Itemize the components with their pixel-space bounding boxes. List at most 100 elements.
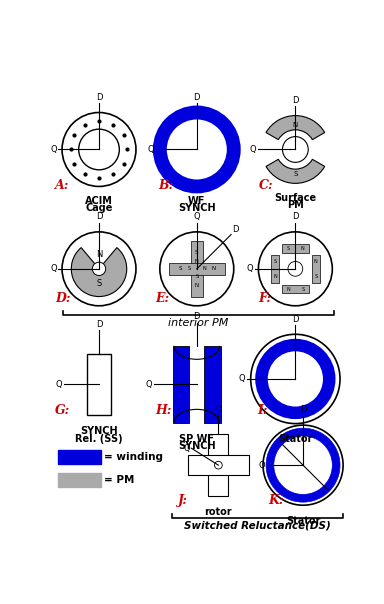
Text: N: N [293, 122, 298, 128]
Circle shape [93, 262, 106, 275]
Text: D: D [292, 212, 299, 221]
Text: N: N [195, 283, 199, 288]
Text: PM: PM [287, 201, 304, 210]
FancyBboxPatch shape [281, 245, 309, 252]
FancyBboxPatch shape [281, 285, 309, 293]
Polygon shape [169, 263, 225, 275]
Wedge shape [267, 473, 282, 491]
Text: N: N [211, 266, 215, 271]
Text: D: D [232, 225, 238, 234]
FancyBboxPatch shape [87, 353, 111, 415]
Wedge shape [331, 455, 340, 475]
FancyBboxPatch shape [271, 255, 279, 283]
Text: N: N [314, 259, 318, 264]
Text: G:: G: [55, 403, 70, 417]
Wedge shape [311, 486, 329, 501]
Text: S: S [273, 259, 276, 264]
Text: Q: Q [50, 265, 57, 274]
Text: D: D [194, 93, 200, 101]
Text: Q: Q [146, 380, 152, 389]
Text: K:: K: [268, 493, 284, 507]
Text: Q: Q [250, 145, 256, 154]
Circle shape [215, 461, 222, 469]
Text: S: S [293, 171, 298, 177]
Text: B:: B: [158, 179, 174, 191]
Text: S: S [195, 249, 199, 255]
Text: A:: A: [55, 179, 70, 191]
Polygon shape [190, 241, 203, 297]
Text: SYNCH: SYNCH [178, 442, 215, 451]
Text: Q: Q [148, 145, 154, 154]
Text: SP WF: SP WF [179, 434, 214, 443]
FancyBboxPatch shape [58, 450, 101, 464]
Wedge shape [266, 455, 275, 475]
Text: Q: Q [194, 212, 200, 221]
Text: D: D [194, 312, 200, 321]
Text: Switched Reluctance(DS): Switched Reluctance(DS) [184, 521, 331, 531]
Text: N: N [202, 266, 206, 271]
Wedge shape [266, 115, 325, 140]
Wedge shape [277, 429, 295, 445]
Wedge shape [293, 428, 313, 437]
Text: Q: Q [247, 265, 253, 274]
Text: S: S [314, 274, 317, 278]
Text: = winding: = winding [104, 452, 164, 461]
Text: Cage: Cage [85, 204, 113, 213]
FancyBboxPatch shape [173, 346, 189, 423]
FancyBboxPatch shape [58, 473, 101, 487]
Text: D: D [96, 320, 102, 329]
Text: Stator: Stator [286, 516, 320, 526]
Text: Q: Q [55, 380, 62, 389]
Text: D: D [215, 405, 222, 414]
Text: S: S [195, 274, 199, 278]
Text: D: D [96, 212, 102, 221]
Text: D: D [292, 315, 299, 324]
Circle shape [288, 262, 303, 276]
Wedge shape [324, 473, 339, 491]
Wedge shape [71, 248, 127, 297]
Wedge shape [267, 439, 282, 458]
Text: S: S [96, 279, 102, 288]
Text: N: N [301, 246, 305, 251]
Wedge shape [293, 493, 313, 502]
Text: C:: C: [258, 179, 273, 191]
Wedge shape [277, 486, 295, 501]
Text: D:: D: [55, 292, 71, 305]
Wedge shape [324, 439, 339, 458]
Text: Stator: Stator [278, 434, 313, 445]
Text: Q: Q [50, 145, 57, 154]
Text: S: S [179, 266, 182, 271]
Text: SYNCH: SYNCH [178, 204, 215, 213]
FancyBboxPatch shape [187, 455, 249, 475]
Text: F:: F: [258, 292, 271, 305]
Text: ACIM: ACIM [85, 196, 113, 206]
Text: = PM: = PM [104, 475, 135, 485]
Text: Q: Q [259, 461, 265, 470]
Text: SYNCH: SYNCH [80, 426, 118, 436]
Text: N: N [96, 249, 102, 259]
Text: H:: H: [155, 403, 172, 417]
Text: J:: J: [178, 493, 188, 507]
Text: Rel. (SS): Rel. (SS) [75, 434, 123, 443]
Text: N: N [195, 259, 199, 264]
Text: Q: Q [183, 444, 190, 453]
FancyBboxPatch shape [204, 346, 220, 423]
Text: Q: Q [239, 374, 245, 384]
Text: D: D [300, 405, 306, 414]
Text: rotor: rotor [205, 507, 232, 517]
FancyBboxPatch shape [312, 255, 320, 283]
Text: S: S [301, 287, 304, 292]
Text: N: N [286, 287, 290, 292]
Text: interior PM: interior PM [168, 318, 228, 328]
Text: S: S [188, 266, 191, 271]
Text: D: D [292, 96, 299, 105]
Text: S: S [286, 246, 290, 251]
Text: I:: I: [257, 403, 267, 417]
Wedge shape [311, 429, 329, 445]
Wedge shape [266, 159, 325, 184]
Text: N: N [273, 274, 277, 278]
Text: D: D [96, 93, 102, 101]
Text: E:: E: [155, 292, 169, 305]
Text: Surface: Surface [274, 193, 316, 202]
Text: WF: WF [188, 196, 205, 206]
